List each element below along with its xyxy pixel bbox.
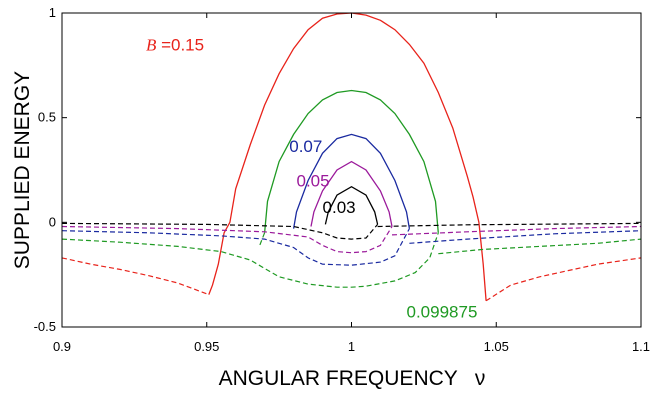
- series-3-solid-line: [310, 160, 393, 227]
- chart-curves: [61, 12, 642, 302]
- y-axis-label: SUPPLIED ENERGY: [11, 71, 34, 269]
- axis-ticks: [61, 12, 642, 328]
- series-1-dashed-line: [61, 232, 642, 288]
- series-3-dashed-line: [61, 225, 642, 254]
- x-tick-label: 0.95: [194, 339, 219, 354]
- curve-label-4: 0.03: [323, 198, 356, 217]
- x-tick-label: 0.9: [53, 339, 71, 354]
- curve-label-1: 0.099875: [407, 303, 478, 322]
- y-tick-label: -0.5: [34, 319, 56, 334]
- curve-annotations: B =0.15 0.099875 0.07 0.05 0.03: [146, 36, 477, 322]
- y-tick-label: 1: [49, 5, 56, 20]
- curve-label-3: 0.05: [296, 172, 329, 191]
- x-axis-label: ANGULAR FREQUENCY ν: [219, 367, 486, 390]
- curve-label-2: 0.07: [289, 137, 322, 156]
- series-2-dashed-line: [61, 228, 642, 266]
- y-tick-label: 0.5: [38, 110, 56, 125]
- x-tick-label: 1.05: [484, 339, 509, 354]
- series-0-dashed-line: [61, 257, 642, 302]
- axis-tick-labels: 0.9 0.95 1 1.05 1.1 -0.5 0 0.5 1: [34, 5, 650, 354]
- series-1-solid-line: [263, 89, 439, 233]
- x-tick-label: 1: [348, 339, 355, 354]
- series-0-solid-line: [208, 12, 487, 301]
- series-4-solid-line: [324, 185, 379, 225]
- x-tick-label: 1.1: [632, 339, 650, 354]
- plot-frame: [61, 12, 642, 328]
- series-2-solid-line: [292, 133, 411, 229]
- series-4-dashed-line: [61, 222, 642, 240]
- curve-label-0: B =0.15: [146, 36, 204, 55]
- y-tick-label: 0: [49, 214, 56, 229]
